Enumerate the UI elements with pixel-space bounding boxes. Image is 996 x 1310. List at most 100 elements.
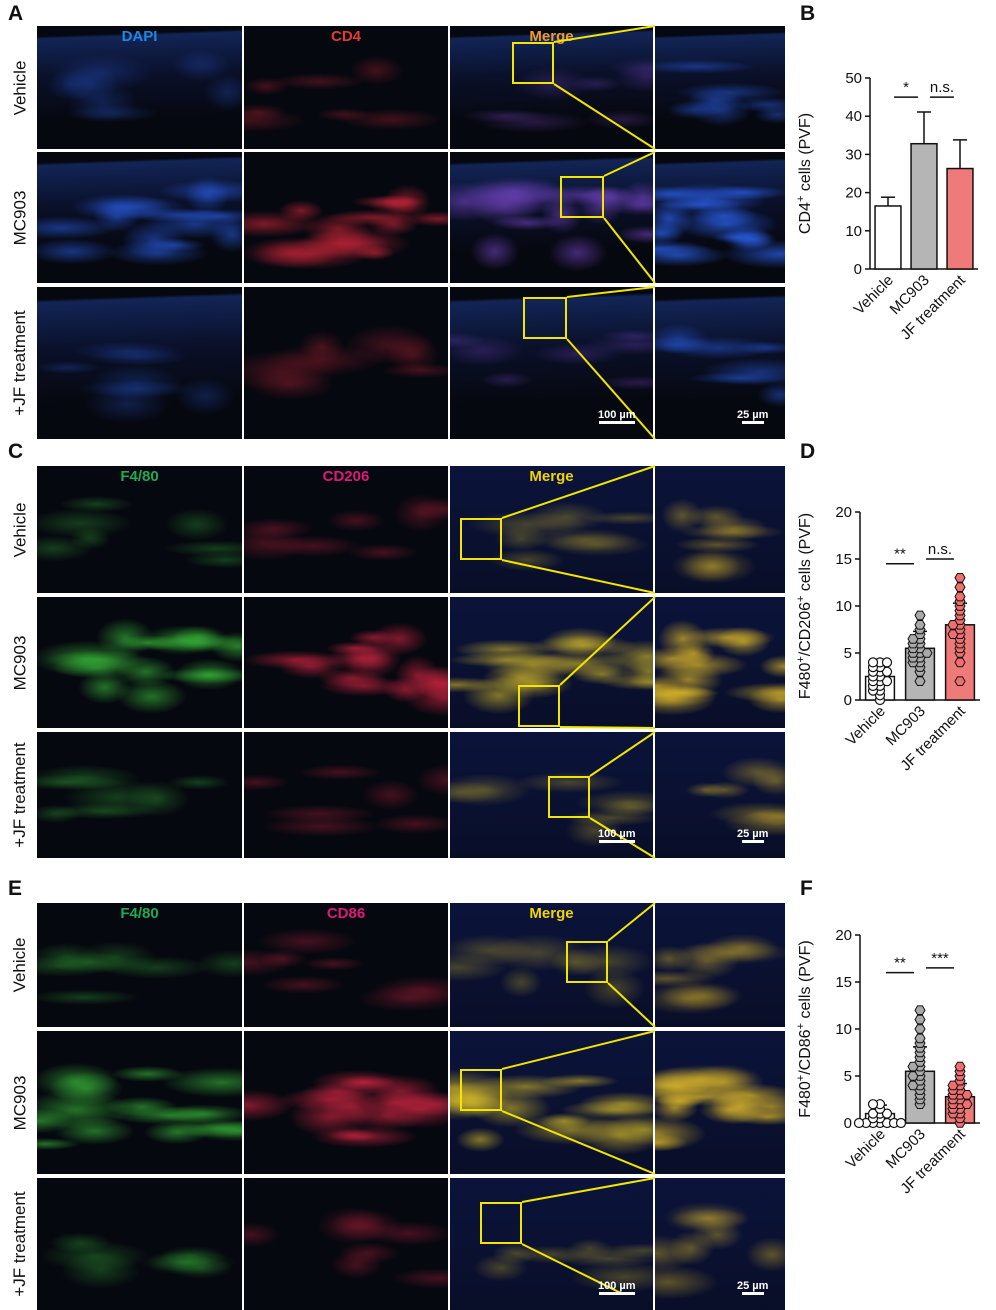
scale-bar-main-label: 100 µm	[598, 1280, 636, 1292]
channel-label-c-1: CD206	[322, 468, 370, 485]
y-tick-label: 10	[835, 1021, 852, 1038]
data-point	[881, 657, 893, 668]
data-point	[914, 1024, 926, 1034]
bar-1	[910, 142, 938, 270]
micrograph-c-r0-c1: CD206	[244, 466, 448, 593]
micrograph-a-r1-c1	[244, 152, 448, 283]
significance-label-1: n.s.	[930, 79, 954, 96]
zoom-box-c-2	[548, 776, 590, 818]
y-tick-label: 5	[844, 645, 852, 662]
data-point	[954, 657, 966, 668]
y-tick-label: 50	[845, 70, 862, 87]
micrograph-e-r2-c1	[244, 1178, 448, 1310]
data-point	[895, 1117, 907, 1129]
data-point	[867, 657, 879, 668]
bar-2	[946, 167, 974, 270]
row-label-a-2: +JF treatment	[10, 310, 29, 416]
zoom-box-e-2	[480, 1202, 522, 1244]
panel-label-a: A	[8, 2, 24, 25]
row-label-c-0: Vehicle	[10, 502, 29, 557]
y-tick-label: 0	[844, 692, 852, 709]
zoom-box-a-1	[560, 176, 604, 218]
micrograph-c-r0-c2: Merge	[450, 466, 653, 593]
panel-label-c: C	[8, 440, 24, 463]
micrograph-a-r1-c2	[450, 152, 653, 283]
micrograph-c-r0-c0: F4/80	[37, 466, 242, 593]
zoom-box-e-0	[566, 941, 608, 983]
significance-label-0: **	[894, 955, 906, 972]
micrograph-e-r1-c3	[655, 1031, 785, 1174]
micrograph-a-r1-c0	[37, 152, 242, 283]
row-label-e-0: Vehicle	[10, 937, 29, 993]
y-tick-label: 15	[835, 551, 852, 568]
y-tick-label: 40	[845, 108, 862, 125]
scale-bar-main-a: 100 µm	[598, 409, 636, 424]
zoom-box-a-0	[512, 42, 554, 84]
row-label-c-2: +JF treatment	[10, 742, 29, 848]
scale-bar-zoom-label: 25 µm	[737, 409, 769, 421]
row-label-e-2: +JF treatment	[10, 1191, 29, 1297]
y-tick-label: 20	[835, 927, 852, 944]
row-label-e-1: MC903	[10, 1075, 29, 1130]
category-label-0: Vehicle	[843, 1126, 889, 1172]
channel-label-e-0: F4/80	[120, 905, 159, 922]
bar-0	[874, 205, 902, 270]
data-point	[954, 676, 966, 686]
micrograph-c-r2-c3	[655, 732, 785, 858]
scale-bar-zoom-c: 25 µm	[737, 828, 768, 843]
micrograph-e-r0-c2: Merge	[450, 903, 653, 1027]
scale-bar-zoom-label: 25 µm	[737, 1280, 769, 1292]
micrograph-e-r1-c2	[450, 1031, 653, 1174]
data-point	[914, 1033, 926, 1044]
row-label-c-1: MC903	[10, 635, 29, 690]
data-point	[914, 1005, 926, 1015]
micrograph-e-r2-c0	[37, 1178, 242, 1310]
data-point	[914, 610, 926, 621]
micrograph-a-r0-c0: DAPI	[37, 26, 242, 149]
data-point	[954, 1061, 966, 1072]
y-tick-label: 0	[854, 261, 862, 278]
channel-label-a-0: DAPI	[121, 28, 158, 45]
zoom-box-c-0	[460, 518, 502, 560]
scale-bar-zoom-label: 25 µm	[737, 828, 769, 840]
y-tick-label: 15	[835, 974, 852, 991]
scale-bar-main-label: 100 µm	[598, 409, 636, 421]
significance-label-1: n.s.	[928, 541, 952, 558]
y-axis-label: CD4+ cells (PVF)	[795, 113, 814, 234]
panel-label-f: F	[800, 877, 813, 900]
row-label-a-0: Vehicle	[10, 60, 29, 115]
channel-label-c-0: F4/80	[120, 468, 159, 485]
scale-bar-zoom-a: 25 µm	[737, 409, 768, 424]
micrograph-c-r0-c3	[655, 466, 785, 593]
micrograph-a-r0-c1: CD4	[244, 26, 448, 149]
significance-label-0: **	[894, 546, 906, 563]
data-point	[954, 573, 966, 583]
data-point	[914, 1014, 926, 1025]
panel-label-e: E	[8, 877, 23, 900]
y-tick-label: 30	[845, 146, 862, 163]
category-label-0: Vehicle	[851, 272, 897, 318]
data-point	[914, 620, 926, 630]
panel-label-b: B	[800, 2, 816, 25]
micrograph-c-r1-c0	[37, 597, 242, 728]
micrograph-e-r1-c1	[244, 1031, 448, 1174]
channel-label-e-2: Merge	[529, 905, 574, 922]
micrograph-a-r2-c3	[655, 287, 785, 439]
y-tick-label: 0	[844, 1115, 852, 1132]
micrograph-e-r2-c3	[655, 1178, 785, 1310]
micrograph-e-r0-c1: CD86	[244, 903, 448, 1027]
scale-bar-main-label: 100 µm	[598, 828, 636, 840]
micrograph-c-r1-c3	[655, 597, 785, 728]
data-point	[914, 676, 926, 686]
micrograph-c-r1-c1	[244, 597, 448, 728]
y-tick-label: 20	[835, 504, 852, 521]
channel-label-e-1: CD86	[326, 905, 366, 922]
y-tick-label: 20	[845, 185, 862, 202]
micrograph-a-r2-c0	[37, 287, 242, 439]
zoom-box-a-2	[523, 297, 567, 339]
scale-bar-main-c: 100 µm	[598, 828, 636, 843]
data-point	[881, 1108, 893, 1119]
micrograph-c-r2-c0	[37, 732, 242, 858]
